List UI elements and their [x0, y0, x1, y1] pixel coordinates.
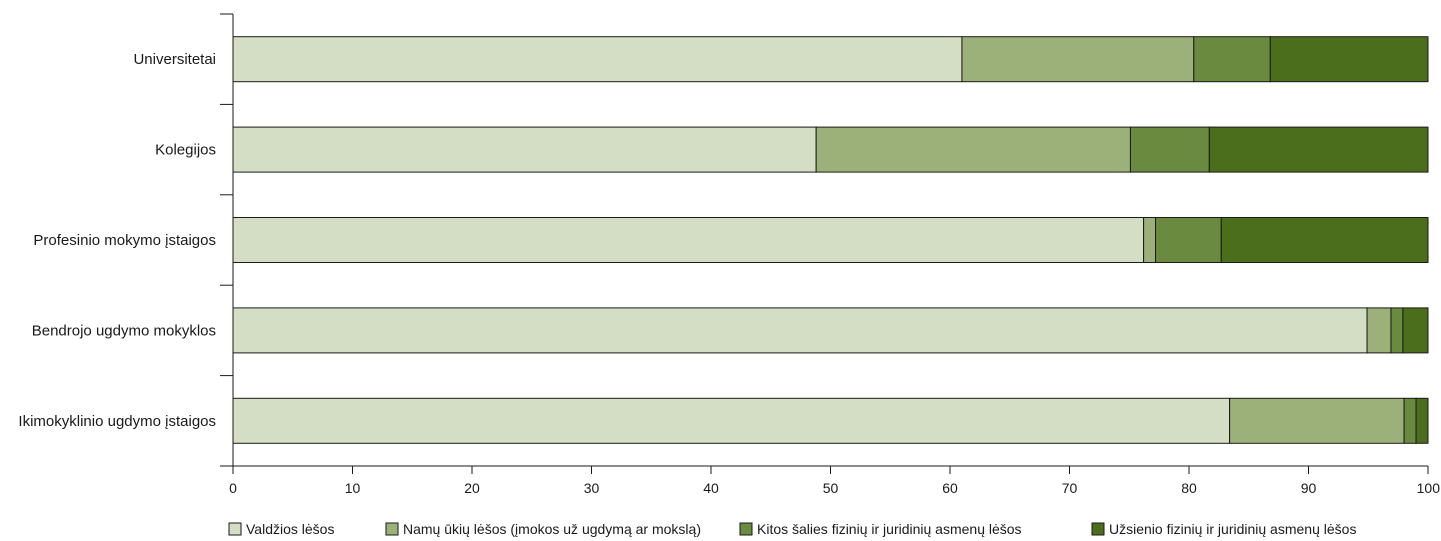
x-tick-label: 80	[1181, 480, 1197, 496]
bar-segment-3-3	[1155, 217, 1222, 263]
bar-segment-2-4	[1208, 126, 1429, 173]
bars-group	[232, 36, 1429, 444]
legend-label: Kitos šalies fizinių ir juridinių asmenų…	[757, 521, 1022, 537]
x-tick-label: 30	[584, 480, 600, 496]
x-tick-label: 60	[942, 480, 958, 496]
category-labels: Universitetai Kolegijos Profesinio mokymo …	[18, 51, 216, 430]
legend-swatch	[228, 522, 242, 536]
category-label: Universitetai	[133, 51, 216, 68]
x-tick-label: 70	[1062, 480, 1078, 496]
category-label: Bendrojo ugdymo mokyklos	[32, 322, 216, 339]
x-tick-label: 50	[823, 480, 839, 496]
bar-segment-1-1	[232, 36, 963, 83]
bar-segment-5-3	[1403, 397, 1417, 444]
bar-segment-1-4	[1269, 36, 1429, 83]
x-tick-label: 40	[703, 480, 719, 496]
bar-segment-1-2	[961, 36, 1195, 83]
legend-swatch	[1091, 522, 1105, 536]
legend-swatch	[385, 522, 399, 536]
x-tick-label: 20	[464, 480, 480, 496]
legend-swatch	[739, 522, 753, 536]
bar-segment-5-1	[232, 397, 1231, 444]
bar-segment-5-2	[1229, 397, 1405, 444]
x-axis: 0 10 20 30 40 50 60 70 80 90 100	[220, 465, 1441, 496]
bar-segment-4-3	[1390, 307, 1404, 354]
legend-label: Valdžios lėšos	[246, 521, 334, 537]
x-tick-label: 10	[345, 480, 361, 496]
bar-segment-3-4	[1220, 217, 1429, 263]
bar-segment-2-2	[815, 126, 1131, 173]
category-label: Ikimokyklinio ugdymo įstaigos	[18, 413, 216, 430]
bar-segment-1-3	[1193, 36, 1271, 83]
bar-segment-4-2	[1366, 307, 1392, 354]
legend: Valdžios lėšos Namų ūkių lėšos (įmokos už…	[228, 521, 1356, 537]
x-tick-label: 90	[1301, 480, 1317, 496]
bar-segment-2-1	[232, 126, 817, 173]
bar-segment-3-2	[1143, 217, 1157, 263]
legend-label: Namų ūkių lėšos (įmokos už ugdymą ar mok…	[403, 521, 701, 537]
x-tick-label: 0	[229, 480, 237, 496]
x-tick-label: 100	[1417, 480, 1441, 496]
legend-label: Užsienio fizinių ir juridinių asmenų lėš…	[1109, 521, 1356, 537]
category-label: Kolegijos	[155, 142, 216, 159]
bar-segment-4-1	[232, 307, 1368, 354]
bar-segment-2-3	[1129, 126, 1210, 173]
y-axis	[220, 13, 234, 467]
bar-segment-3-1	[232, 217, 1145, 263]
bar-segment-4-4	[1402, 307, 1429, 354]
category-label: Profesinio mokymo įstaigos	[33, 232, 216, 249]
bar-segment-5-4	[1415, 397, 1429, 444]
